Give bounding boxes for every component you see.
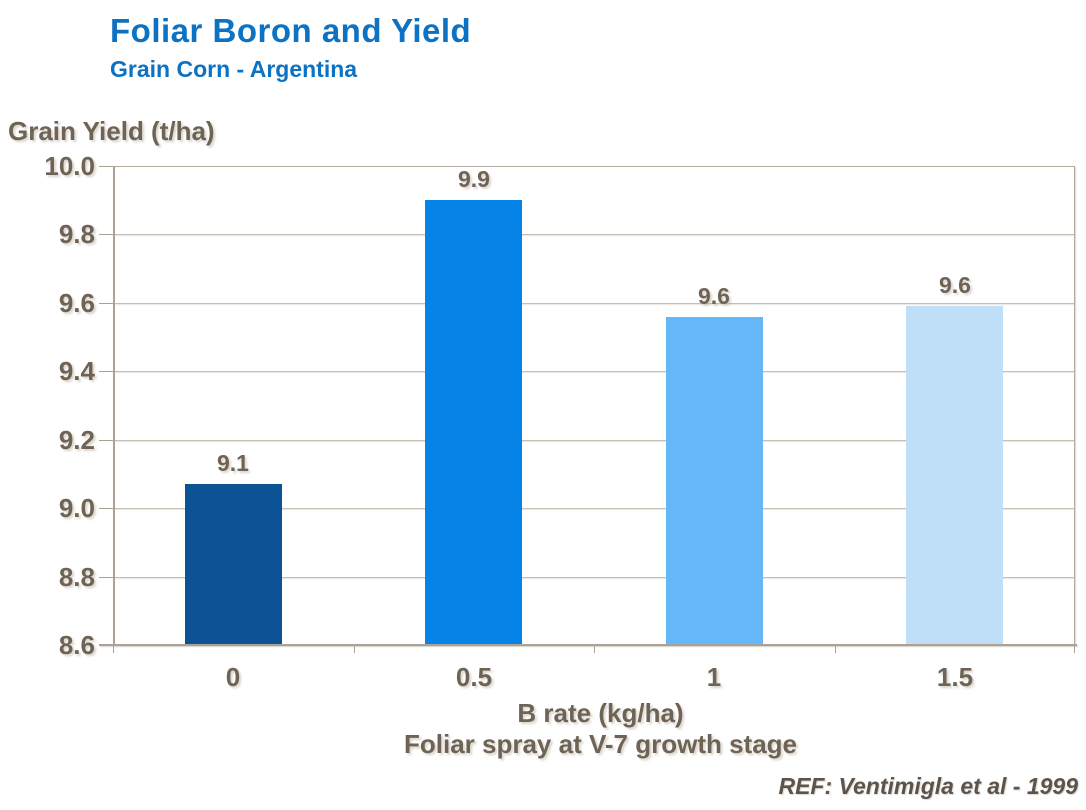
gridline (113, 234, 1075, 235)
gridline (113, 577, 1075, 578)
bar-1_5 (906, 306, 1003, 644)
x-axis-tick (1074, 645, 1075, 653)
x-axis-tick (113, 645, 114, 653)
y-axis-tick (99, 508, 113, 509)
y-axis-tick-label: 9.8 (58, 219, 95, 249)
bar-value-label: 9.9 (458, 166, 490, 192)
y-axis-tick (99, 371, 113, 372)
x-axis-tick-label: 1.5 (936, 662, 974, 692)
plot-area (113, 166, 1075, 645)
y-axis-tick-label: 9.2 (58, 425, 95, 455)
gridline (113, 440, 1075, 441)
y-axis-tick (99, 577, 113, 578)
y-axis-tick (99, 440, 113, 441)
x-axis-title: B rate (kg/ha) (517, 698, 684, 728)
x-axis-tick (835, 645, 836, 653)
y-axis-title: Grain Yield (t/ha) (8, 116, 215, 146)
y-axis-tick-label: 9.4 (58, 356, 95, 386)
gridline (113, 303, 1075, 304)
y-axis-tick-label: 9.0 (58, 493, 95, 523)
x-axis-tick-label: 0 (225, 662, 241, 692)
y-axis-tick-label: 8.8 (58, 562, 95, 592)
chart-subtitle: Grain Corn - Argentina (110, 56, 358, 82)
y-axis-tick (99, 303, 113, 304)
bar-1 (666, 317, 763, 644)
y-axis-tick-label: 8.6 (58, 630, 95, 660)
y-axis-tick-label: 9.6 (58, 288, 95, 318)
x-axis-tick-label: 0.5 (455, 662, 493, 692)
bar-0 (185, 484, 282, 644)
x-axis-tick-label: 1 (706, 662, 722, 692)
x-axis-line (99, 644, 1077, 646)
gridline (113, 371, 1075, 372)
gridline (113, 508, 1075, 509)
x-axis-tick (594, 645, 595, 653)
y-axis-tick (99, 166, 113, 167)
y-axis-tick (99, 234, 113, 235)
bar-value-label: 9.6 (939, 272, 971, 298)
x-axis-subtitle: Foliar spray at V-7 growth stage (404, 729, 797, 759)
x-axis-tick (354, 645, 355, 653)
bar-value-label: 9.1 (217, 450, 249, 476)
bar-0_5 (425, 200, 522, 644)
y-axis-tick-label: 10.0 (44, 151, 95, 181)
chart-title: Foliar Boron and Yield (110, 12, 472, 49)
reference-text: REF: Ventimigla et al - 1999 (778, 773, 1078, 799)
bar-value-label: 9.6 (698, 283, 730, 309)
